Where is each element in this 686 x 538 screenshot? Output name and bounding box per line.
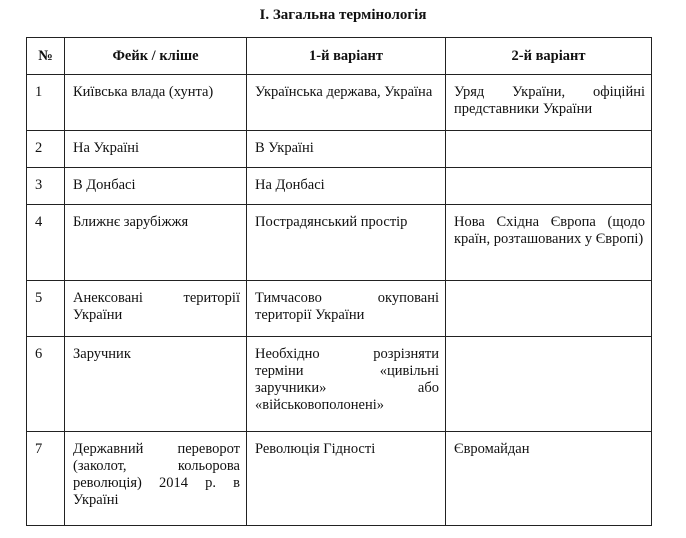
number-cell: 6 xyxy=(26,336,65,432)
table-header-row: № Фейк / кліше 1-й варіант 2-й варіант xyxy=(26,37,652,75)
number-cell: 1 xyxy=(26,74,65,131)
variant-2-cell: Нова Східна Європа (щодо країн, розташов… xyxy=(445,204,652,281)
number-cell: 3 xyxy=(26,167,65,205)
fake-cell: На Україні xyxy=(64,130,247,168)
number-cell: 4 xyxy=(26,204,65,281)
table-row: 5 Анексовані території України Тимчасово о… xyxy=(26,280,652,337)
variant-1-cell: Тимчасово окуповані території України xyxy=(246,280,446,337)
header-variant-1: 1-й варіант xyxy=(246,37,446,75)
variant-2-cell xyxy=(445,336,652,432)
table-row: 4 Ближнє зарубіжжя Пострадянський простір Н… xyxy=(26,204,652,281)
fake-cell: Анексовані території України xyxy=(64,280,247,337)
number-cell: 5 xyxy=(26,280,65,337)
fake-cell: В Донбасі xyxy=(64,167,247,205)
variant-1-cell: Революція Гідності xyxy=(246,431,446,526)
variant-1-cell: На Донбасі xyxy=(246,167,446,205)
terminology-table: № Фейк / кліше 1-й варіант 2-й варіант 1… xyxy=(26,37,652,526)
table-row: 1 Київська влада (хунта) Українська держав… xyxy=(26,74,652,131)
variant-2-cell: Євромайдан xyxy=(445,431,652,526)
variant-2-cell xyxy=(445,167,652,205)
variant-2-cell: Уряд України, офіційні представники Укра… xyxy=(445,74,652,131)
fake-cell: Державний переворот (заколот, кольорова … xyxy=(64,431,247,526)
variant-1-cell: Необхідно розрізняти терміни «цивільні з… xyxy=(246,336,446,432)
number-cell: 7 xyxy=(26,431,65,526)
table-row: 7 Державний переворот (заколот, кольорова… xyxy=(26,431,652,526)
header-variant-2: 2-й варіант xyxy=(445,37,652,75)
variant-2-cell xyxy=(445,130,652,168)
fake-cell: Київська влада (хунта) xyxy=(64,74,247,131)
section-title: I. Загальна термінологія xyxy=(259,7,427,23)
header-number: № xyxy=(26,37,65,75)
fake-cell: Ближнє зарубіжжя xyxy=(64,204,247,281)
variant-1-cell: Українська держава, Україна xyxy=(246,74,446,131)
variant-1-cell: В Україні xyxy=(246,130,446,168)
header-fake: Фейк / кліше xyxy=(64,37,247,75)
table-row: 6 Заручник Необхідно розрізняти терміни «ц… xyxy=(26,336,652,432)
fake-cell: Заручник xyxy=(64,336,247,432)
number-cell: 2 xyxy=(26,130,65,168)
table-row: 2 На Україні В Україні xyxy=(26,130,652,168)
variant-2-cell xyxy=(445,280,652,337)
variant-1-cell: Пострадянський простір xyxy=(246,204,446,281)
